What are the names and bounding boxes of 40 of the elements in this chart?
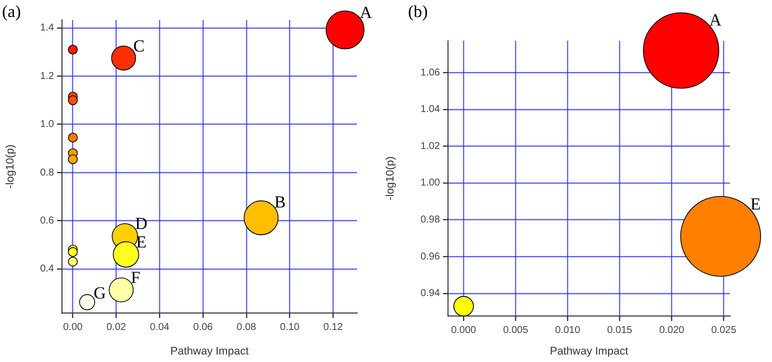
- x-tick-label: 0.015: [607, 324, 633, 336]
- y-tick-label: 1.2: [40, 70, 54, 82]
- y-tick-label: 1.4: [40, 22, 54, 34]
- y-tick-label: 0.94: [420, 288, 440, 300]
- y-tick-label: 0.8: [40, 167, 54, 178]
- y-tick-label: 1.06: [420, 67, 440, 78]
- x-tick-label: 0.00: [63, 322, 84, 333]
- annotation: A: [709, 10, 722, 30]
- x-tick-label: 0.000: [451, 324, 477, 336]
- y-axis-title: -log10(p): [384, 156, 397, 200]
- y-tick-label: 0.4: [40, 264, 54, 275]
- y-tick-label: 1.04: [420, 104, 440, 116]
- y-tick-label: 0.6: [40, 215, 54, 226]
- x-tick-label: 0.010: [555, 324, 581, 336]
- y-tick-label: 0.96: [420, 251, 440, 262]
- x-tick-label: 0.005: [503, 324, 529, 336]
- x-tick-label: 0.025: [711, 324, 737, 336]
- y-tick-label: 1.0: [40, 119, 54, 130]
- x-tick-label: 0.02: [106, 322, 126, 333]
- x-tick-label: 0.06: [193, 322, 214, 333]
- x-axis-title: Pathway Impact: [170, 345, 249, 358]
- x-tick-label: 0.020: [659, 324, 685, 336]
- x-tick-label: 0.04: [150, 322, 170, 333]
- annotation: E: [750, 194, 761, 214]
- y-axis-title: -log10(p): [4, 144, 17, 189]
- y-tick-label: 1.02: [420, 140, 440, 152]
- y-tick-label: 0.98: [420, 214, 440, 226]
- x-axis-title: Pathway Impact: [550, 345, 628, 358]
- annotation: G: [94, 284, 106, 303]
- x-tick-label: 0.12: [323, 322, 344, 333]
- x-tick-label: 0.10: [280, 322, 300, 333]
- annotation: F: [130, 268, 140, 288]
- annotation: C: [133, 36, 145, 56]
- annotation: E: [136, 232, 147, 252]
- annotation: A: [360, 3, 373, 22]
- chart-title: (b): [408, 2, 428, 22]
- x-tick-label: 0.08: [236, 322, 257, 333]
- y-tick-label: 1.00: [420, 178, 440, 189]
- annotation: B: [274, 192, 286, 212]
- chart-title: (a): [2, 2, 21, 22]
